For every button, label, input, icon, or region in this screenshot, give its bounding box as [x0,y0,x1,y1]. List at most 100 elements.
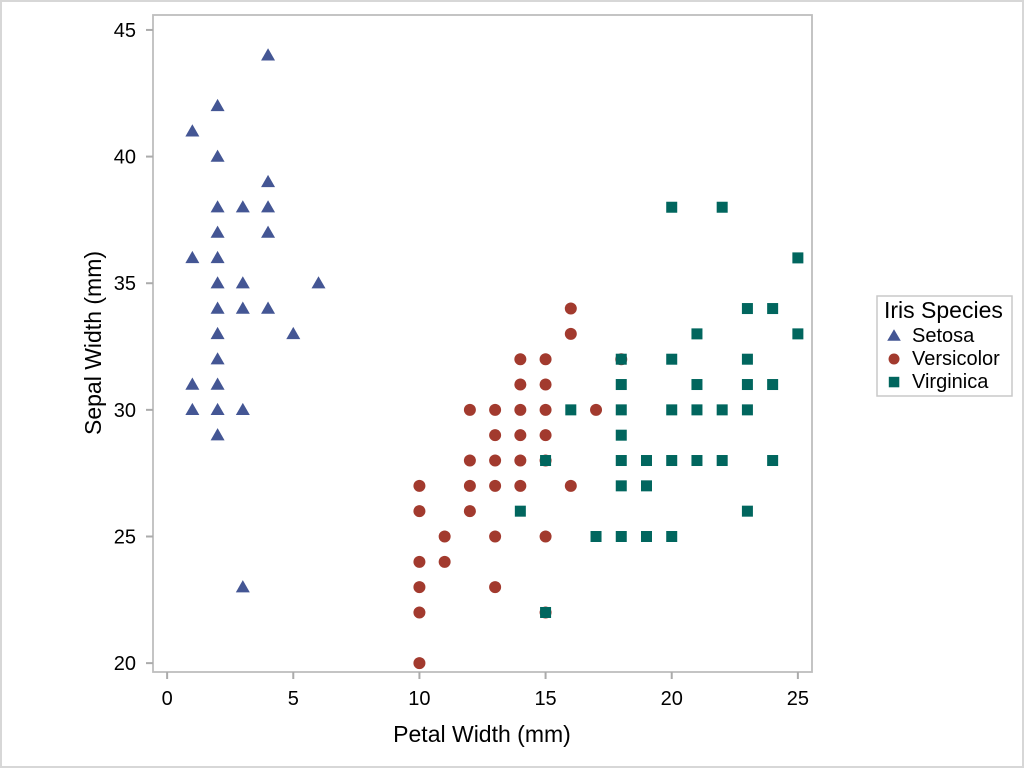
data-point-versicolor [438,530,451,543]
data-point-versicolor [514,353,527,366]
data-point-virginica [540,606,552,618]
data-point-versicolor [514,454,527,467]
data-point-versicolor [413,657,426,670]
data-point-setosa [210,352,225,365]
data-point-setosa [261,301,276,314]
data-point-virginica [691,404,703,416]
data-point-virginica [615,530,627,542]
data-point-virginica [640,455,652,467]
data-point-setosa [235,580,250,593]
y-tick-label: 35 [114,273,136,295]
data-point-versicolor [438,555,451,568]
data-point-virginica [792,252,804,264]
data-point-virginica [590,530,602,542]
data-point-virginica [666,530,678,542]
data-point-versicolor [514,403,527,416]
data-point-setosa [311,276,326,289]
data-point-versicolor [489,581,502,594]
data-point-versicolor [564,479,577,492]
data-point-virginica [741,505,753,517]
data-point-virginica [767,455,779,467]
legend: Iris Species Setosa Versicolor Virginica [876,295,1013,397]
y-axis-title: Sepal Width (mm) [80,251,106,435]
data-point-virginica [691,455,703,467]
data-point-versicolor [539,403,552,416]
axis-ticks [146,28,799,679]
data-point-versicolor [413,505,426,518]
data-point-setosa [235,402,250,416]
data-point-versicolor [539,353,552,366]
data-point-setosa [210,225,225,238]
data-point-setosa [235,276,250,289]
data-point-versicolor [463,479,476,492]
setosa-triangle-icon [887,329,901,341]
y-tick-label: 25 [114,526,136,548]
data-point-versicolor [413,555,426,568]
series-setosa [185,48,326,593]
data-point-virginica [540,455,552,467]
virginica-square-icon [888,376,900,388]
x-tick-label: 20 [661,688,683,710]
data-point-versicolor [539,530,552,543]
data-point-setosa [210,402,225,416]
data-point-versicolor [489,454,502,467]
data-point-versicolor [514,429,527,442]
data-point-versicolor [489,403,502,416]
data-point-virginica [666,455,678,467]
data-point-virginica [615,379,627,391]
data-point-versicolor [413,606,426,619]
x-tick-label: 25 [787,688,809,710]
data-point-virginica [640,530,652,542]
data-point-versicolor [463,403,476,416]
data-point-virginica [716,201,728,213]
data-point-virginica [666,201,678,213]
data-point-versicolor [514,479,527,492]
data-point-versicolor [564,302,577,315]
data-point-versicolor [489,479,502,492]
data-point-versicolor [539,378,552,391]
y-tick-label: 30 [114,400,136,422]
data-point-versicolor [564,327,577,340]
data-point-versicolor [413,479,426,492]
data-point-virginica [691,379,703,391]
data-point-setosa [261,48,276,61]
data-point-setosa [210,250,225,264]
data-point-setosa [210,377,225,390]
data-point-virginica [767,303,779,315]
data-points [185,48,804,670]
series-virginica [514,201,804,618]
legend-label-versicolor: Versicolor [912,348,1000,370]
x-tick-label: 15 [534,688,556,710]
data-point-setosa [210,149,225,162]
data-point-setosa [210,276,225,289]
data-point-versicolor [590,403,603,416]
legend-label-setosa: Setosa [912,325,975,347]
data-point-virginica [741,353,753,365]
data-point-virginica [716,455,728,467]
data-point-virginica [741,303,753,315]
data-point-virginica [615,455,627,467]
data-point-virginica [741,404,753,416]
legend-label-virginica: Virginica [912,371,989,393]
data-point-setosa [286,326,301,340]
data-point-setosa [210,326,225,340]
data-point-setosa [261,225,276,238]
data-point-virginica [716,404,728,416]
data-point-versicolor [413,581,426,594]
x-tick-label: 10 [408,688,430,710]
data-point-setosa [185,124,200,137]
data-point-versicolor [539,429,552,442]
data-point-setosa [210,200,225,213]
data-point-setosa [210,98,225,112]
data-point-virginica [741,379,753,391]
y-tick-label: 20 [114,653,136,675]
data-point-setosa [210,301,225,314]
data-point-setosa [261,174,276,188]
data-point-virginica [792,328,804,340]
data-point-virginica [691,328,703,340]
x-axis-title: Petal Width (mm) [393,721,571,747]
axis-tick-labels: 0 5 10 15 20 25 20 25 30 35 40 45 [114,20,809,710]
y-tick-label: 45 [114,20,136,42]
y-tick-label: 40 [114,147,136,169]
